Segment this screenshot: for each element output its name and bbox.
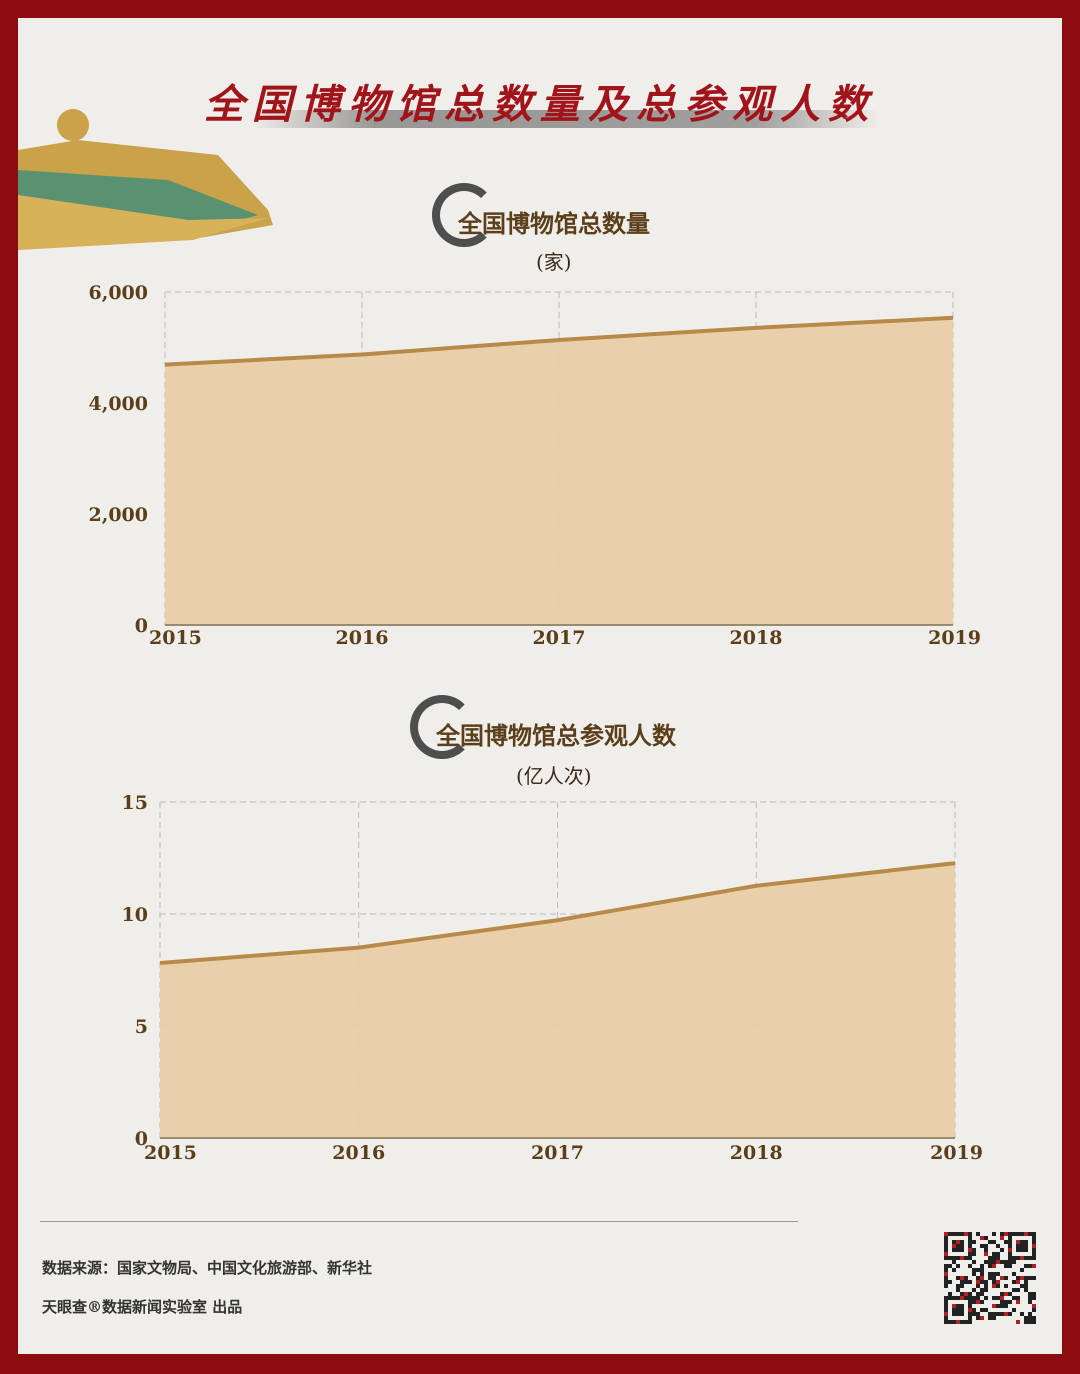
x-tick-label: 2018: [730, 627, 783, 649]
y-tick-label: 0: [135, 1128, 148, 1150]
x-tick-label: 2016: [336, 627, 389, 649]
x-tick-label: 2015: [144, 1142, 197, 1164]
y-tick-label: 5: [135, 1016, 148, 1038]
chart1-title: 全国博物馆总数量: [458, 209, 650, 238]
x-tick-label: 2016: [332, 1142, 385, 1164]
y-tick-label: 10: [122, 904, 148, 926]
chart2-unit: (亿人次): [516, 764, 592, 788]
title-brush-stroke: [250, 110, 880, 128]
x-tick-label: 2017: [533, 627, 586, 649]
page-title: 全国博物馆总数量及总参观人数: [204, 81, 876, 128]
ink-circle-icon: [432, 183, 496, 247]
ink-circle-icon: [410, 695, 474, 759]
chart1-unit: (家): [536, 250, 572, 274]
y-tick-label: 6,000: [89, 282, 149, 304]
y-tick-label: 4,000: [89, 393, 149, 415]
data-source: 数据来源：国家文物局、中国文化旅游部、新华社: [42, 1259, 373, 1277]
footer-divider: [40, 1221, 798, 1222]
credit: 天眼查®数据新闻实验室 出品: [42, 1298, 243, 1316]
palace-roof-illustration: [18, 109, 273, 250]
x-tick-label: 2019: [928, 627, 981, 649]
area-fill: [160, 863, 955, 1138]
x-tick-label: 2017: [531, 1142, 584, 1164]
y-tick-label: 2,000: [89, 504, 149, 526]
chart2-title: 全国博物馆总参观人数: [436, 721, 676, 750]
qr-code[interactable]: [944, 1232, 1036, 1324]
x-tick-label: 2019: [930, 1142, 983, 1164]
y-tick-label: 0: [135, 615, 148, 637]
x-tick-label: 2015: [149, 627, 202, 649]
area-fill: [165, 317, 953, 625]
x-tick-label: 2018: [730, 1142, 783, 1164]
y-tick-label: 15: [122, 792, 148, 814]
